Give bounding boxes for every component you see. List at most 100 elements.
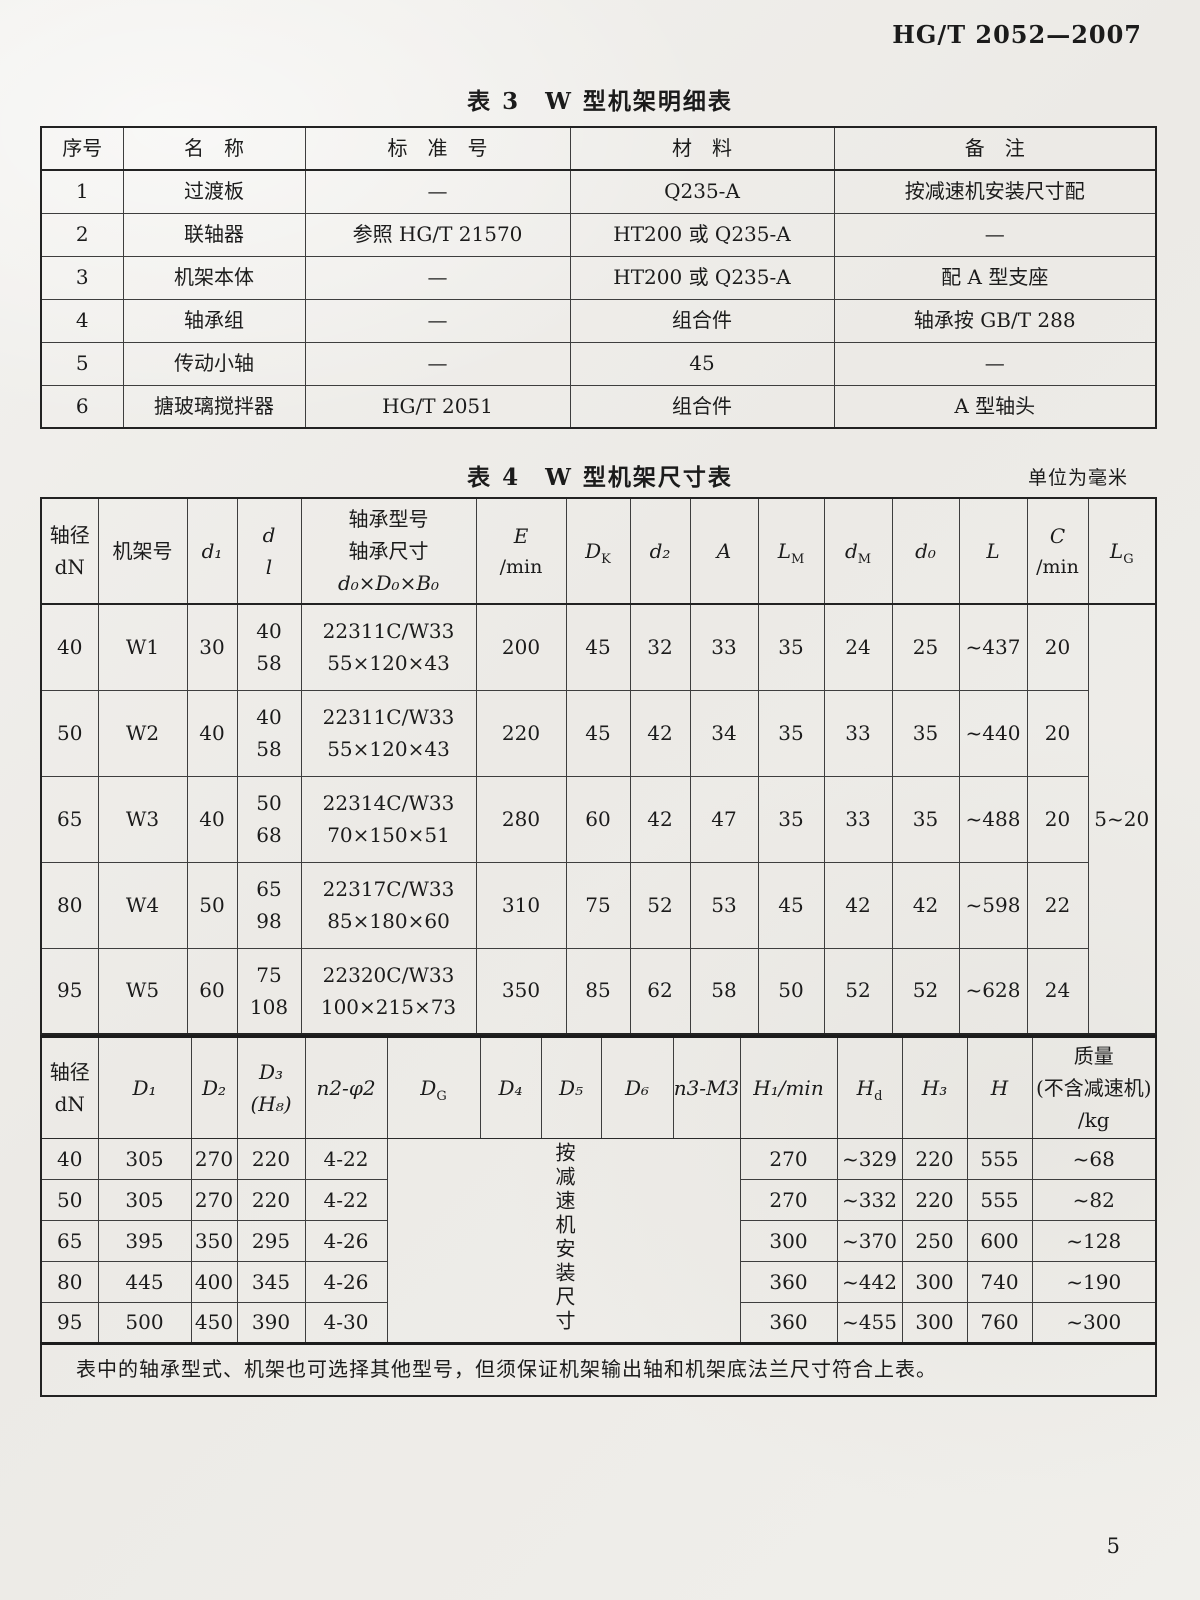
cell: 22311C/W33 55×120×43 xyxy=(300,689,477,777)
cell: 40 xyxy=(40,1138,99,1180)
cell: 450 xyxy=(190,1302,238,1344)
cell: 305 xyxy=(97,1138,192,1180)
cell: 300 xyxy=(739,1220,838,1262)
cell: 350 xyxy=(190,1220,238,1262)
cell: 2 xyxy=(40,212,124,257)
table-row: 1 过渡板 — Q235-A 按减速机安装尺寸配 xyxy=(40,169,1157,214)
cell: — xyxy=(304,169,571,214)
col-header: E/min xyxy=(475,497,567,605)
cell: 搪玻璃搅拌器 xyxy=(122,384,306,429)
cell: 65 xyxy=(40,775,99,863)
cell: 22 xyxy=(1026,861,1089,949)
footnote-row: 表中的轴承型式、机架也可选择其他型号，但须保证机架输出轴和机架底法兰尺寸符合上表… xyxy=(40,1342,1157,1396)
col-header: 质量 (不含减速机)/kg xyxy=(1031,1036,1157,1139)
cell: 280 xyxy=(475,775,567,863)
cell: 42 xyxy=(629,689,691,777)
cell: 270 xyxy=(190,1179,238,1221)
cell: 75 xyxy=(565,861,631,949)
col-header: 轴径 dN xyxy=(40,1036,99,1139)
cell: ~628 xyxy=(958,947,1028,1035)
table-row: 4 轴承组 — 组合件 轴承按 GB/T 288 xyxy=(40,298,1157,343)
cell: 310 xyxy=(475,861,567,949)
cell: 参照 HG/T 21570 xyxy=(304,212,571,257)
cell: 300 xyxy=(901,1302,968,1344)
cell: 80 xyxy=(40,861,99,949)
table-header-row: 轴径 dN D₁ D₂ D₃ (H₈) n2-φ2 DG D₄ D₅ D₆ n3-M… xyxy=(40,1036,1157,1139)
table-row: 40 W1 30 40 58 22311C/W33 55×120×43 200 45… xyxy=(40,603,1157,1035)
cell: 350 xyxy=(475,947,567,1035)
col-header: D₂ xyxy=(190,1036,238,1139)
cell: 300 xyxy=(901,1261,968,1303)
table-row: 2 联轴器 参照 HG/T 21570 HT200 或 Q235-A — xyxy=(40,212,1157,257)
merged-note-cell: 按减速机安装尺寸 xyxy=(386,1138,741,1344)
cell: 24 xyxy=(1026,947,1089,1035)
cell: W4 xyxy=(97,861,188,949)
cell: 600 xyxy=(966,1220,1033,1262)
cell: 270 xyxy=(739,1179,838,1221)
page-number: 5 xyxy=(1106,1534,1120,1558)
subscript: M xyxy=(790,551,805,567)
table-row: 40 305 270 220 4-22 按减速机安装尺寸 270 ~329 22… xyxy=(40,1138,1157,1344)
table4-title: 表 4 W 型机架尺寸表 xyxy=(467,464,733,491)
col-header: d₁ xyxy=(186,497,238,605)
cell: 395 xyxy=(97,1220,192,1262)
doc-code: HG/T 2052—2007 xyxy=(892,20,1142,49)
cell: 4-30 xyxy=(304,1302,388,1344)
cell: 35 xyxy=(891,689,960,777)
subscript: M xyxy=(857,551,872,567)
cell: 5 xyxy=(40,341,124,386)
col-header: A xyxy=(689,497,759,605)
cell: 42 xyxy=(629,775,691,863)
cell: 35 xyxy=(757,689,825,777)
merged-cell-lg: 5~20 xyxy=(1087,603,1157,1035)
cell: 295 xyxy=(236,1220,306,1262)
cell: 22320C/W33 100×215×73 xyxy=(300,947,477,1035)
cell: HG/T 2051 xyxy=(304,384,571,429)
vertical-note: 按减速机安装尺寸 xyxy=(552,1141,576,1334)
cell: ~488 xyxy=(958,775,1028,863)
cell: 95 xyxy=(40,947,99,1035)
cell: 组合件 xyxy=(569,384,835,429)
col-header: n2-φ2 xyxy=(304,1036,388,1139)
col-header: D₃ (H₈) xyxy=(236,1036,306,1139)
cell: 过渡板 xyxy=(122,169,306,214)
cell: 555 xyxy=(966,1179,1033,1221)
cell: 760 xyxy=(966,1302,1033,1344)
cell: 270 xyxy=(739,1138,838,1180)
cell: ~329 xyxy=(836,1138,903,1180)
table3-title: 表 3 W 型机架明细表 xyxy=(467,88,733,115)
table-row: 65 W3 40 50 68 22314C/W33 70×150×51 280 60… xyxy=(40,775,1156,863)
cell: 50 xyxy=(40,1179,99,1221)
cell: 740 xyxy=(966,1261,1033,1303)
cell: 40 58 xyxy=(236,689,302,777)
cell: 4-26 xyxy=(304,1261,388,1303)
cell: 4-22 xyxy=(304,1179,388,1221)
table-row: 6 搪玻璃搅拌器 HG/T 2051 组合件 A 型轴头 xyxy=(40,384,1157,429)
table-footnote: 表中的轴承型式、机架也可选择其他型号，但须保证机架输出轴和机架底法兰尺寸符合上表… xyxy=(40,1342,1157,1396)
cell: 75 108 xyxy=(236,947,302,1035)
col-header: D₆ xyxy=(600,1036,674,1139)
cell: 30 xyxy=(186,603,238,691)
cell: 40 xyxy=(40,603,99,691)
cell: 50 xyxy=(757,947,825,1035)
cell: 52 xyxy=(629,861,691,949)
cell: ~128 xyxy=(1031,1220,1157,1262)
cell: 1 xyxy=(40,169,124,214)
cell: 32 xyxy=(629,603,691,691)
cell: 65 xyxy=(40,1220,99,1262)
cell: 25 xyxy=(891,603,960,691)
col-header: H₁/min xyxy=(739,1036,838,1139)
cell: 220 xyxy=(901,1179,968,1221)
cell: 52 xyxy=(823,947,893,1035)
cell: 42 xyxy=(823,861,893,949)
col-header: D₁ xyxy=(97,1036,192,1139)
cell: ~440 xyxy=(958,689,1028,777)
cell: 305 xyxy=(97,1179,192,1221)
col-header: DG xyxy=(386,1036,481,1139)
dimensions-table-lower: 轴径 dN D₁ D₂ D₃ (H₈) n2-φ2 DG D₄ D₅ D₆ n3-M… xyxy=(40,1035,1157,1397)
cell: 40 xyxy=(186,775,238,863)
